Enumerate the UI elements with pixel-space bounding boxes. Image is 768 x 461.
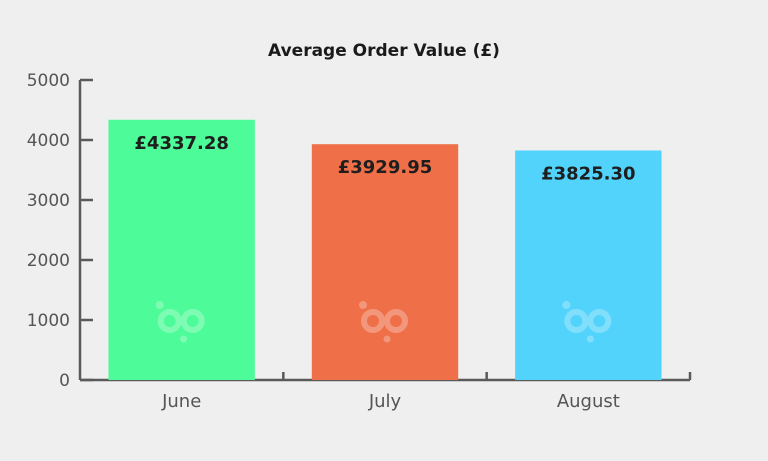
y-tick-label: 0	[59, 371, 70, 391]
bar-data-label: £3929.95	[338, 157, 433, 178]
bp-logo-icon	[155, 301, 205, 343]
y-tick-label: 2000	[27, 251, 70, 271]
bp-logo-icon	[562, 301, 612, 343]
y-tick-label: 1000	[27, 311, 70, 331]
y-tick-label: 3000	[27, 191, 70, 211]
x-category-label: August	[557, 391, 620, 412]
bar-data-label: £3825.30	[541, 163, 636, 184]
x-category-label: June	[161, 391, 201, 412]
bp-logo-icon	[359, 301, 408, 343]
bars: £4337.28 June £3929.95 July £3825.30 August	[108, 119, 662, 412]
bar-data-label: £4337.28	[134, 133, 229, 154]
y-axis: 0 1000 2000 3000 4000 5000	[27, 71, 93, 391]
chart-title: Average Order Value (£)	[268, 41, 500, 61]
x-category-label: July	[368, 391, 402, 412]
bar	[515, 150, 662, 380]
y-tick-label: 4000	[27, 131, 70, 151]
bar	[108, 119, 255, 381]
bar	[311, 144, 459, 380]
y-tick-label: 5000	[27, 71, 70, 91]
